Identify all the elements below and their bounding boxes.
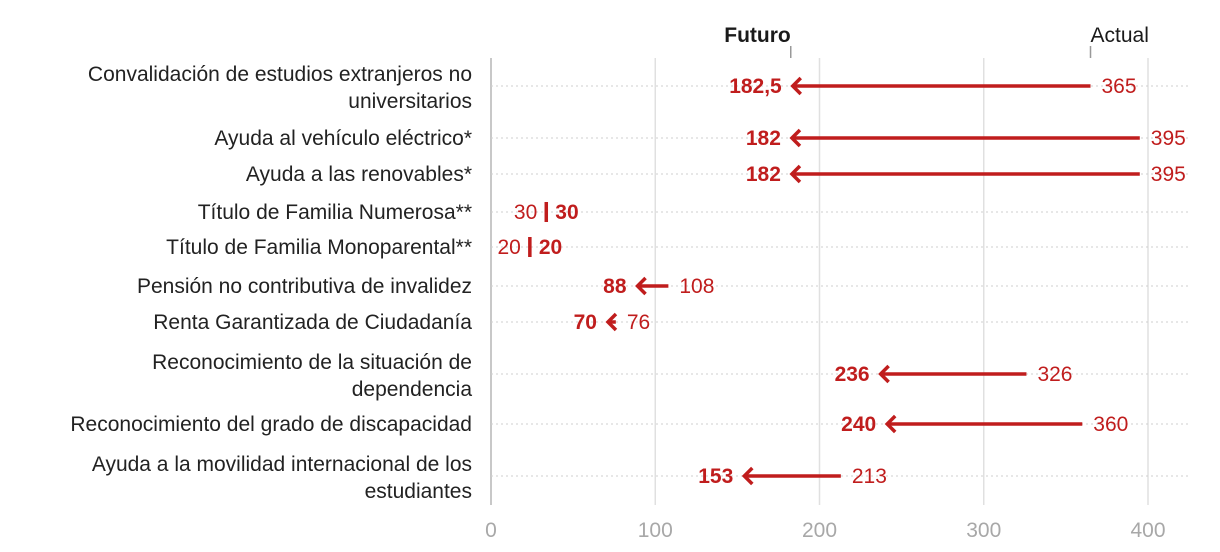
category-label: Título de Familia Numerosa** [198,201,472,224]
current-value-label: 108 [679,275,714,298]
category-label: Reconocimiento del grado de discapacidad [70,413,472,436]
arrow-head [884,414,897,434]
category-label: Ayuda a la movilidad internacional de lo… [92,453,472,476]
x-tick-label: 100 [638,519,673,542]
no-change-marker [544,202,549,222]
gridlines [490,58,1149,505]
category-label: universitarios [348,90,472,113]
current-value-label: 395 [1151,163,1186,186]
current-value-label: 326 [1037,363,1072,386]
category-label: Ayuda al vehículo eléctrico* [214,127,472,150]
current-value-label: 20 [497,236,520,259]
arrow-head [790,76,802,96]
future-value-label: 30 [555,201,578,224]
future-value-label: 88 [603,275,627,298]
future-value-label: 182,5 [729,75,782,98]
arrow-head [635,276,647,296]
future-value-label: 182 [746,127,781,150]
x-tick-label: 300 [966,519,1001,542]
category-label: Título de Familia Monoparental** [166,236,472,259]
row-guides [491,85,1188,477]
x-tick-label: 0 [485,519,497,542]
future-value-label: 20 [539,236,562,259]
category-label: Pensión no contributiva de invalidez [137,275,472,298]
row-5: Pensión no contributiva de invalidez 108 8… [137,275,714,298]
category-label: dependencia [352,378,473,401]
category-label: estudiantes [365,480,472,503]
x-axis: 0 100 200 300 400 [485,519,1165,542]
category-label: Convalidación de estudios extranjeros no [88,63,472,86]
row-3: Título de Familia Numerosa** 30 30 [198,201,579,224]
row-9: Ayuda a la movilidad internacional de lo… [92,453,887,503]
future-value-label: 240 [841,413,876,436]
legend: Futuro Actual [724,24,1149,58]
row-7: Reconocimiento de la situación de depende… [152,351,1072,401]
row-2: Ayuda a las renovables* 395 182 [246,163,1186,186]
row-1: Ayuda al vehículo eléctrico* 395 182 [214,127,1185,150]
category-label: Reconocimiento de la situación de [152,351,472,374]
legend-current: Actual [1091,24,1149,47]
current-value-label: 30 [514,201,537,224]
arrow-head [741,466,754,486]
category-label: Ayuda a las renovables* [246,163,472,186]
row-6: Renta Garantizada de Ciudadanía 76 70 [153,311,650,334]
future-value-label: 153 [698,465,733,488]
current-value-label: 213 [852,465,887,488]
x-tick-label: 200 [802,519,837,542]
current-value-label: 76 [627,311,650,334]
arrow-head [878,364,890,384]
future-value-label: 236 [835,363,870,386]
arrow-head [789,164,802,184]
current-value-label: 365 [1102,75,1137,98]
row-4: Título de Familia Monoparental** 20 20 [166,236,562,259]
arrow-head [789,128,802,148]
row-8: Reconocimiento del grado de discapacidad… [70,413,1128,436]
category-label: Renta Garantizada de Ciudadanía [153,311,472,334]
x-tick-label: 400 [1130,519,1165,542]
future-value-label: 70 [574,311,597,334]
row-0: Convalidación de estudios extranjeros no… [88,63,1137,113]
legend-future: Futuro [724,24,790,47]
arrow-head [605,312,618,332]
current-value-label: 395 [1151,127,1186,150]
future-value-label: 182 [746,163,781,186]
no-change-marker [528,237,532,257]
current-value-label: 360 [1093,413,1128,436]
